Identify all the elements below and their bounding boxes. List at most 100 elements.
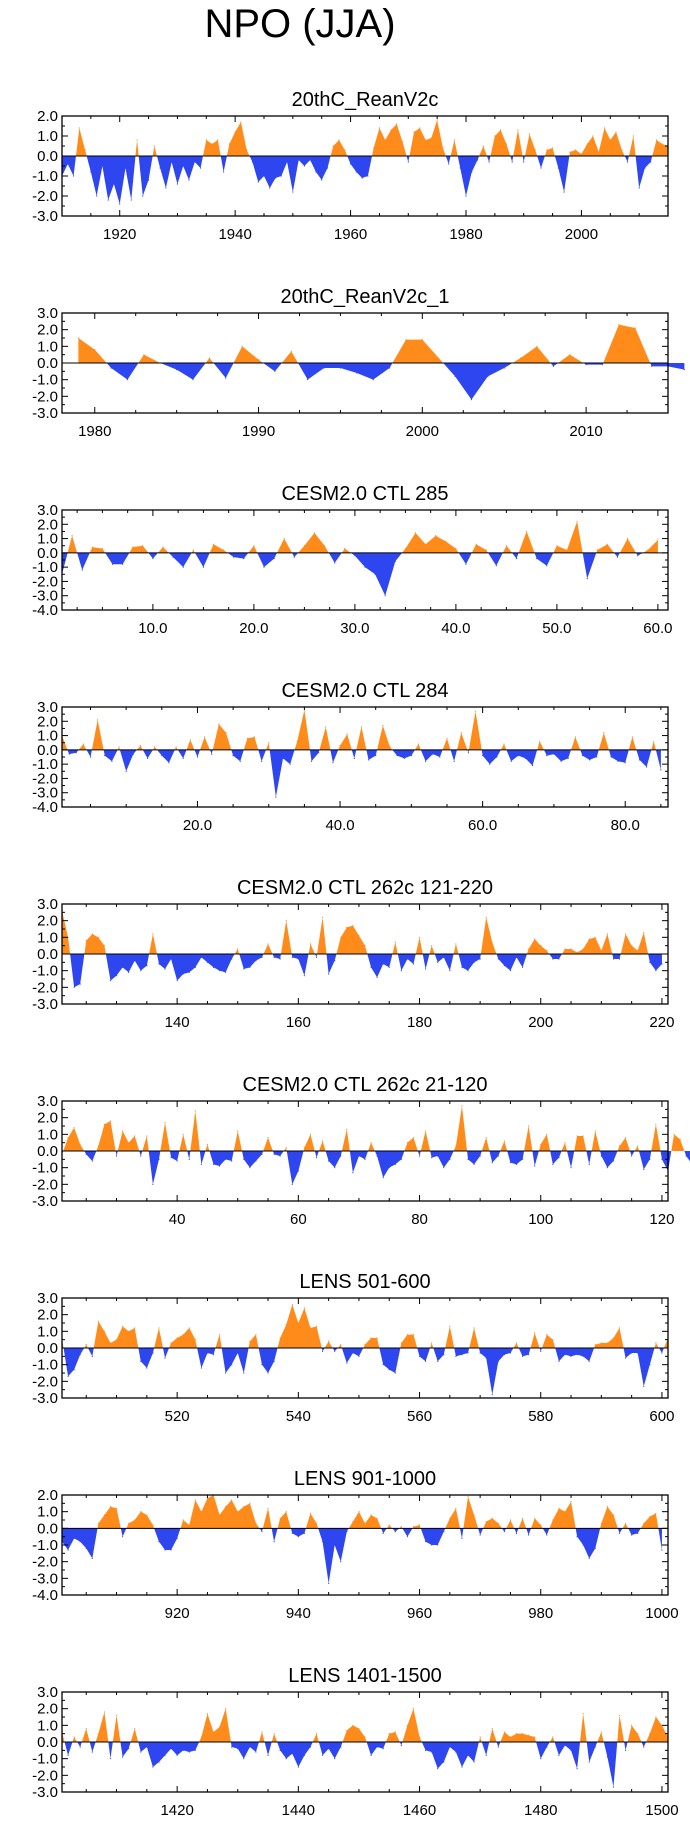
data-point xyxy=(269,187,271,189)
data-point xyxy=(373,147,375,149)
data-point xyxy=(140,1751,142,1753)
data-point xyxy=(231,1160,233,1162)
panel-8: LENS 901-1000 2.01.00.0-1.0-2.0-3.0-4.0 92… xyxy=(32,1468,678,1622)
x-tick-label: 220 xyxy=(649,1014,674,1031)
y-tick-label: -1.0 xyxy=(32,1751,58,1768)
data-point xyxy=(79,1143,81,1145)
data-point xyxy=(412,963,415,965)
data-point xyxy=(218,1514,221,1516)
data-point xyxy=(431,1157,433,1159)
data-point xyxy=(158,1158,160,1160)
data-point xyxy=(596,549,598,551)
data-point xyxy=(528,948,530,950)
data-point xyxy=(497,1522,499,1524)
data-point xyxy=(445,540,447,543)
data-point xyxy=(375,754,377,757)
panel-1: 20thC_ReanV2c 2.0 1.0 0.0 -1.0 -2.0 -3.0 1920 19… xyxy=(32,89,669,243)
data-point xyxy=(274,177,277,179)
data-point xyxy=(594,1746,596,1748)
data-point xyxy=(655,1342,657,1344)
data-point xyxy=(153,145,155,147)
data-point xyxy=(283,537,285,540)
data-point xyxy=(188,1524,190,1526)
panel-5: CESM2.0 CTL 262c 121-220 3.02.01.00.0-1.0… xyxy=(32,877,674,1031)
data-point xyxy=(85,1547,87,1549)
y-tick-label: 3.0 xyxy=(37,896,58,913)
data-point xyxy=(560,760,562,762)
data-point xyxy=(255,960,257,962)
y-tick-label: -1.0 xyxy=(32,168,58,185)
data-point xyxy=(328,1582,330,1584)
y-tick-label: -3.0 xyxy=(32,588,58,605)
x-tick-label: 80.0 xyxy=(611,817,640,834)
x-tick-label: 920 xyxy=(165,1605,190,1622)
data-point xyxy=(352,1352,354,1354)
data-point xyxy=(212,1354,215,1356)
data-point xyxy=(77,337,79,339)
data-point xyxy=(237,1130,239,1132)
data-point xyxy=(582,1713,584,1715)
data-point xyxy=(340,1561,342,1563)
data-point xyxy=(67,1754,69,1756)
data-point xyxy=(567,757,569,760)
data-point xyxy=(124,167,127,169)
data-point xyxy=(546,754,548,757)
data-point xyxy=(425,1360,427,1362)
data-point xyxy=(234,131,236,133)
x-tick-label: 20.0 xyxy=(239,620,268,637)
x-tick-label: 600 xyxy=(649,1408,674,1425)
data-point xyxy=(521,1355,524,1357)
data-point xyxy=(212,1163,215,1165)
data-point xyxy=(637,1733,639,1735)
data-point xyxy=(154,746,156,748)
data-point xyxy=(563,191,565,193)
positive-area xyxy=(97,1495,659,1529)
plot-frame xyxy=(61,1494,669,1596)
data-point xyxy=(390,129,392,131)
data-point xyxy=(339,367,342,369)
y-tick-label: 3.0 xyxy=(37,1684,58,1701)
data-point xyxy=(297,958,299,960)
data-point xyxy=(103,1330,106,1332)
data-point xyxy=(594,1547,596,1549)
data-point xyxy=(582,1135,584,1137)
data-point xyxy=(91,1160,93,1162)
data-point xyxy=(71,535,73,537)
data-point xyxy=(425,1749,427,1751)
data-point xyxy=(285,1511,287,1513)
panel-2: 20thC_ReanV2c_1 3.02.01.00.0-1.0-2.0-3.0 1… xyxy=(32,286,685,440)
panel-3: CESM2.0 CTL 285 3.02.01.00.0-1.0-2.0-3.0-… xyxy=(32,483,672,637)
data-point xyxy=(449,1325,451,1327)
data-point xyxy=(246,149,248,151)
data-point xyxy=(649,1516,651,1518)
data-point xyxy=(376,1337,378,1339)
data-point xyxy=(182,1749,184,1751)
data-point xyxy=(315,171,317,173)
data-point xyxy=(303,1532,305,1534)
data-point xyxy=(612,1786,615,1788)
data-point xyxy=(67,1549,69,1551)
data-point xyxy=(384,595,386,597)
panel-title: LENS 901-1000 xyxy=(294,1468,436,1490)
data-point xyxy=(649,961,651,963)
data-point xyxy=(624,762,626,764)
data-point xyxy=(431,1544,433,1546)
data-point xyxy=(282,757,284,760)
data-point xyxy=(449,1158,451,1160)
data-point xyxy=(603,732,605,734)
data-point xyxy=(321,1140,324,1142)
data-point xyxy=(588,759,591,761)
y-tick-label: -4.0 xyxy=(32,799,58,816)
data-point xyxy=(246,737,248,740)
negative-area xyxy=(106,363,685,400)
data-point xyxy=(349,163,352,165)
data-point xyxy=(372,379,374,381)
x-tick-label: 1940 xyxy=(218,226,251,243)
data-point xyxy=(122,1130,124,1132)
data-point xyxy=(217,139,219,141)
data-point xyxy=(546,1334,548,1336)
data-point xyxy=(152,1766,154,1768)
data-point xyxy=(406,1536,409,1538)
data-point xyxy=(437,1155,439,1157)
data-point xyxy=(582,1355,584,1357)
